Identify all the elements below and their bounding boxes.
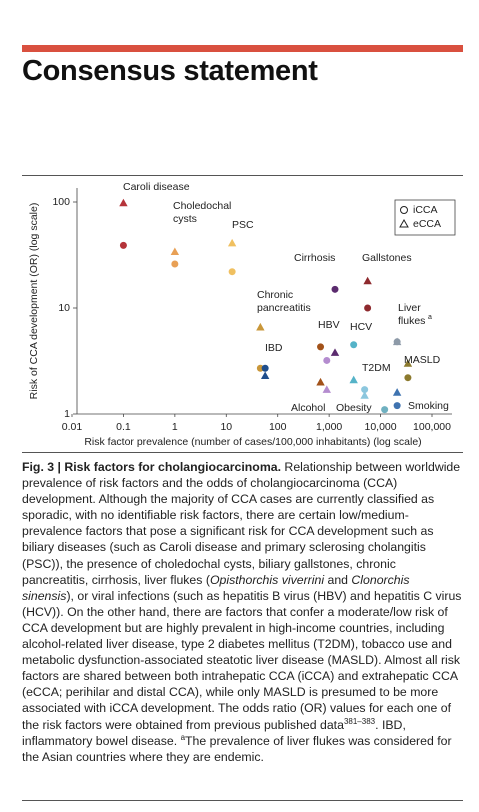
accent-bar bbox=[22, 45, 463, 52]
category-label: MASLD bbox=[404, 354, 441, 366]
circle-marker bbox=[393, 402, 401, 410]
circle-marker bbox=[331, 285, 339, 293]
category-label: HBV bbox=[318, 319, 340, 331]
caption-segment: 381–383 bbox=[343, 716, 376, 726]
caption-segment: Clonorchis sinensis bbox=[22, 572, 410, 603]
triangle-marker bbox=[316, 377, 325, 386]
x-tick-label: 10 bbox=[220, 421, 232, 433]
x-tick-label: 0.01 bbox=[62, 421, 83, 433]
caption-segment: Opisthorchis viverrini bbox=[209, 572, 325, 587]
x-tick-label: 100,000 bbox=[413, 421, 451, 433]
legend-symbol bbox=[400, 206, 408, 214]
category-label: Cirrhosis bbox=[294, 252, 335, 264]
caption-segment: and bbox=[324, 572, 352, 587]
triangle-marker bbox=[360, 391, 369, 399]
x-tick-label: 1 bbox=[172, 421, 178, 433]
x-tick-label: 0.1 bbox=[116, 421, 131, 433]
y-axis-title: Risk of CCA development (OR) (log scale) bbox=[28, 203, 40, 400]
circle-marker bbox=[256, 364, 264, 372]
legend-label: iCCA bbox=[413, 204, 438, 216]
category-label: Obesity bbox=[336, 402, 372, 414]
circle-marker bbox=[323, 356, 331, 364]
circle-marker bbox=[119, 241, 127, 249]
triangle-marker bbox=[403, 359, 413, 367]
x-axis-title: Risk factor prevalence (number of cases/… bbox=[84, 436, 421, 448]
category-label: Gallstones bbox=[362, 252, 412, 264]
caption-segment: The prevalence of liver flukes was consi… bbox=[22, 733, 452, 764]
rule bbox=[22, 175, 463, 176]
rule bbox=[22, 800, 463, 801]
circle-marker bbox=[361, 386, 369, 394]
circle-marker bbox=[317, 343, 325, 351]
triangle-marker bbox=[392, 337, 402, 346]
legend-symbol bbox=[399, 218, 409, 228]
x-tick-label: 100 bbox=[269, 421, 287, 433]
figure-caption: Fig. 3 | Risk factors for cholangiocarci… bbox=[22, 459, 464, 765]
category-label: PSC bbox=[232, 219, 254, 231]
circle-marker bbox=[228, 268, 236, 276]
triangle-marker bbox=[392, 388, 402, 396]
category-label: HCV bbox=[350, 321, 372, 333]
triangle-marker bbox=[227, 238, 237, 247]
category-label: Alcohol bbox=[291, 402, 325, 414]
triangle-marker bbox=[349, 375, 358, 384]
circle-marker bbox=[404, 374, 412, 382]
triangle-marker bbox=[363, 276, 372, 285]
caption-segment: . IBD, inflammatory bowel disease. bbox=[22, 717, 406, 748]
category-label: Smoking bbox=[408, 400, 449, 412]
legend-box bbox=[394, 199, 456, 236]
circle-marker bbox=[364, 304, 372, 312]
y-tick-label: 1 bbox=[64, 408, 70, 420]
y-tick-label: 10 bbox=[58, 302, 70, 314]
x-tick-label: 10,000 bbox=[365, 421, 397, 433]
section-title: Consensus statement bbox=[22, 55, 318, 87]
circle-marker bbox=[261, 364, 269, 372]
triangle-marker bbox=[260, 371, 270, 380]
caption-segment: a bbox=[180, 732, 186, 742]
rule bbox=[22, 452, 463, 453]
category-label: Choledochal cysts bbox=[173, 200, 234, 225]
category-label: Caroli disease bbox=[123, 181, 190, 193]
caption-segment: ), or viral infections (such as hepatiti… bbox=[22, 588, 462, 732]
category-label: IBD bbox=[265, 342, 283, 354]
triangle-marker bbox=[119, 198, 128, 207]
caption-segment: Relationship between worldwide prevalenc… bbox=[22, 460, 461, 587]
circle-marker bbox=[171, 260, 179, 268]
chart: 1 10 100 0.01 0.1 1 10 100 1,000 10,000 100,000 Ris… bbox=[28, 181, 456, 448]
y-tick-label: 100 bbox=[52, 196, 70, 208]
circle-marker bbox=[381, 406, 389, 414]
triangle-marker bbox=[322, 385, 331, 393]
circle-marker bbox=[350, 341, 358, 349]
category-note: a bbox=[428, 314, 432, 321]
x-tick-label: 1,000 bbox=[316, 421, 342, 433]
category-label: Liver flukes bbox=[398, 302, 425, 327]
triangle-marker bbox=[330, 348, 340, 356]
triangle-marker bbox=[256, 322, 265, 331]
triangle-marker bbox=[170, 247, 180, 256]
category-label: T2DM bbox=[362, 362, 391, 374]
caption-segment: Fig. 3 | Risk factors for cholangiocarci… bbox=[22, 460, 282, 474]
legend-label: eCCA bbox=[413, 218, 441, 230]
category-label: Chronic pancreatitis bbox=[257, 289, 311, 314]
